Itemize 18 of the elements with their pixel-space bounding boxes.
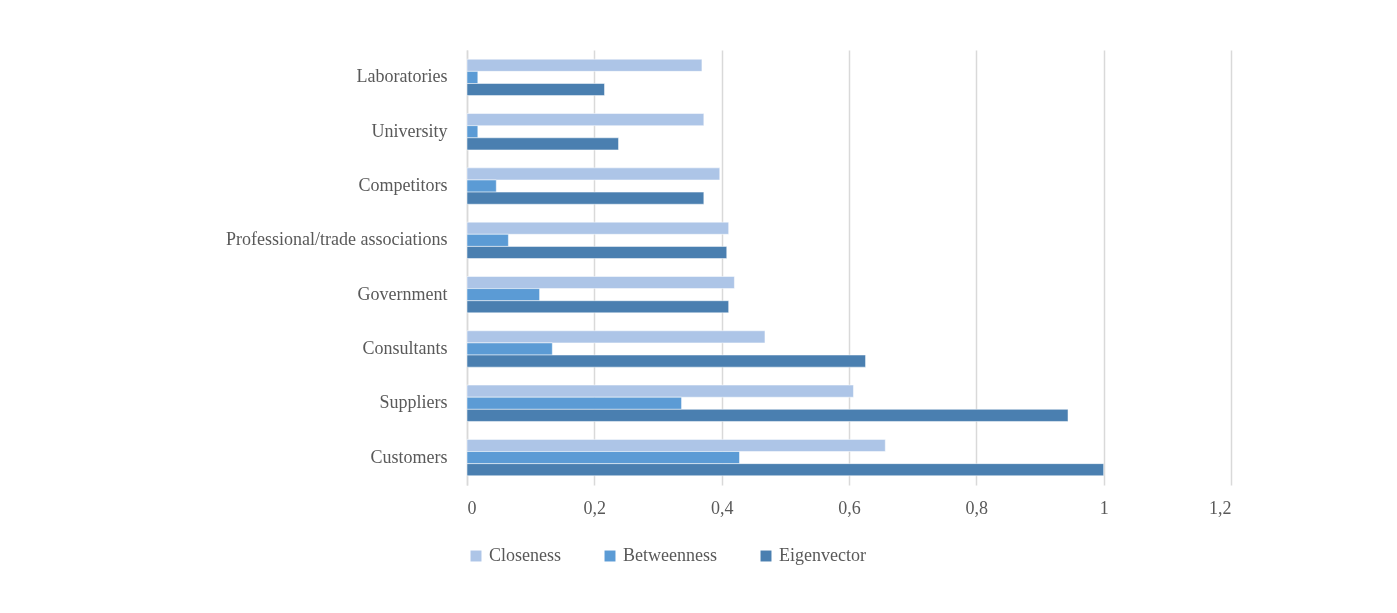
legend-label: Eigenvector (779, 545, 866, 565)
x-tick-label: 0 (467, 497, 477, 518)
y-tick-label: Consultants (362, 337, 448, 358)
x-tick-label: 0,4 (710, 497, 734, 518)
y-tick-label: University (371, 120, 448, 141)
legend-label: Closeness (489, 545, 561, 565)
x-tick-label: 1 (1099, 497, 1109, 518)
y-tick-label: Suppliers (379, 392, 448, 413)
x-tick-label: 0,2 (583, 497, 607, 518)
y-tick-label: Customers (370, 446, 448, 467)
legend-label: Betweenness (623, 545, 717, 565)
x-tick-label: 0,8 (965, 497, 989, 518)
x-tick-label: 1,2 (1209, 497, 1232, 518)
y-tick-label: Competitors (358, 175, 448, 196)
y-tick-label: Laboratories (356, 66, 448, 87)
y-tick-label: Professional/trade associations (226, 229, 448, 250)
y-tick-label: Government (357, 283, 448, 304)
x-tick-label: 0,6 (838, 497, 861, 518)
